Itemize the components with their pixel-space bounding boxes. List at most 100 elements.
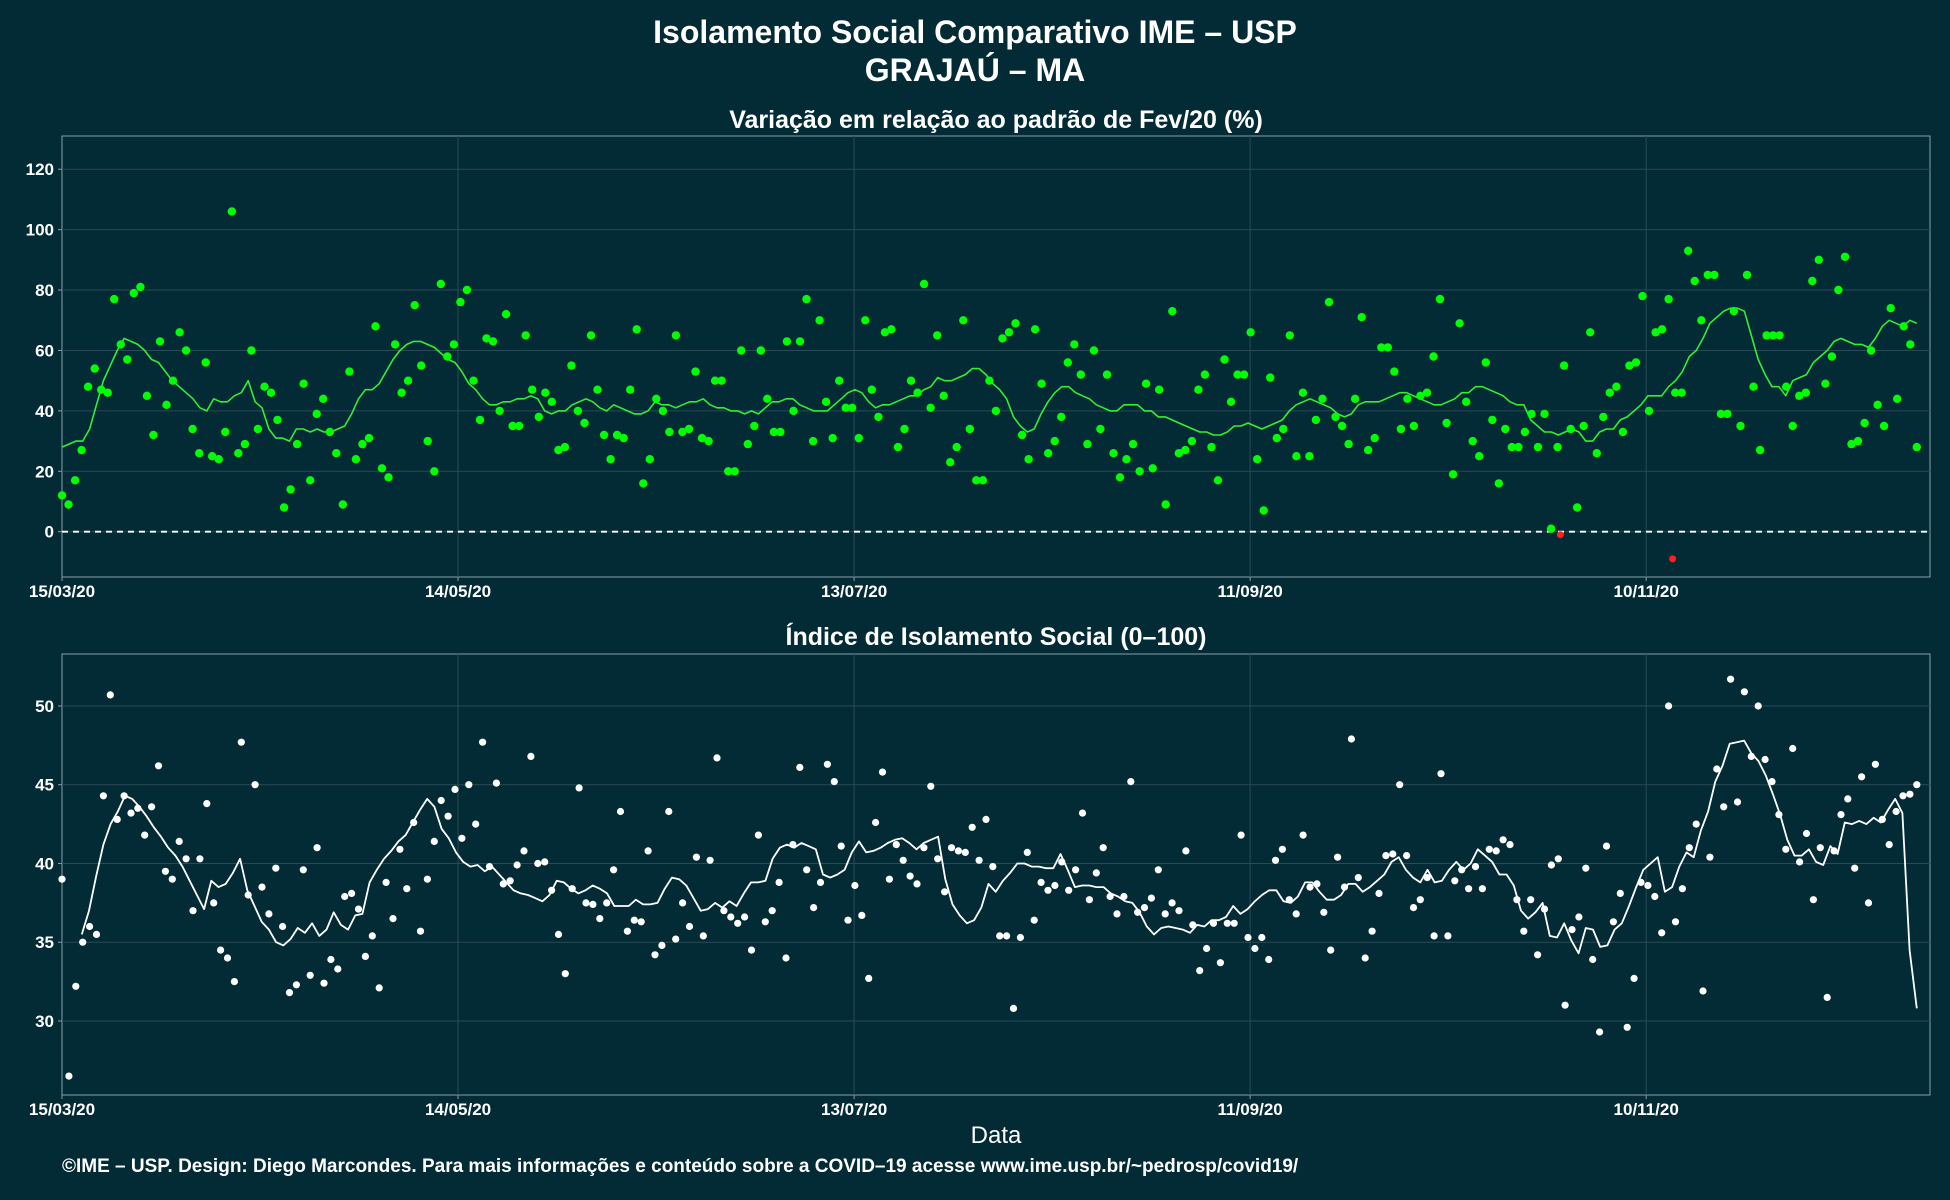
index-data-point (1568, 926, 1576, 934)
index-data-point (1782, 845, 1790, 853)
variation-data-point (1181, 445, 1190, 455)
variation-data-point (704, 436, 713, 446)
variation-data-point (384, 473, 393, 482)
index-data-point (1072, 866, 1080, 874)
variation-data-point (1370, 433, 1379, 443)
index-data-point (65, 1072, 73, 1080)
index-data-point (458, 834, 466, 842)
variation-data-point (1161, 500, 1170, 509)
variation-data-point (965, 424, 974, 434)
index-data-point (1023, 848, 1031, 857)
variation-data-point (1174, 449, 1184, 458)
index-data-point (348, 889, 356, 898)
index-data-point (1368, 927, 1376, 935)
index-data-point (1251, 944, 1259, 953)
variation-data-point (913, 388, 922, 397)
index-data-point (1809, 896, 1817, 904)
variation-data-point (1239, 370, 1249, 379)
variation-data-point (1605, 388, 1615, 397)
variation-panel: Variação em relação ao padrão de Fev/20 … (26, 106, 1931, 601)
variation-data-point (789, 406, 798, 416)
variation-data-point (991, 406, 1001, 416)
variation-data-point (1200, 370, 1210, 379)
variation-data-point (972, 476, 981, 485)
variation-data-point (1690, 276, 1699, 286)
variation-data-point (665, 427, 674, 437)
variation-data-point (1481, 358, 1491, 367)
index-data-point (1189, 921, 1197, 929)
variation-data-point (606, 455, 615, 464)
index-data-point (927, 782, 935, 790)
index-data-point (727, 913, 735, 921)
variation-data-point (162, 400, 171, 409)
index-data-point (196, 855, 204, 863)
index-data-point (154, 762, 163, 770)
variation-data-point (1599, 412, 1608, 422)
index-data-point (389, 915, 397, 923)
variation-data-point (534, 412, 543, 422)
index-x-tick-label: 10/11/20 (1614, 1100, 1679, 1119)
index-data-point (423, 875, 431, 883)
variation-data-point (554, 445, 563, 455)
variation-data-point (1253, 455, 1262, 464)
index-data-point (1906, 790, 1914, 798)
index-data-point (237, 738, 245, 746)
variation-data-point (462, 285, 472, 295)
variation-data-point (1083, 439, 1092, 449)
variation-data-point (1879, 421, 1889, 431)
variation-data-point (658, 406, 668, 416)
index-data-point (1596, 1028, 1604, 1036)
index-data-point (430, 837, 438, 846)
variation-data-point (240, 439, 250, 449)
index-data-point (713, 754, 721, 762)
index-data-point (1092, 869, 1100, 877)
variation-data-point (1115, 473, 1125, 482)
variation-data-point (1285, 331, 1295, 340)
variation-data-point (1475, 452, 1484, 461)
variation-data-point (1899, 322, 1908, 331)
variation-data-point (691, 367, 700, 376)
variation-data-point (769, 427, 779, 437)
index-data-point (1899, 792, 1907, 800)
variation-data-point (1893, 394, 1902, 403)
variation-data-point (626, 385, 635, 394)
variation-data-point (1801, 388, 1811, 397)
variation-data-point (214, 455, 223, 464)
index-data-point (941, 888, 949, 896)
index-data-point (637, 918, 645, 926)
index-data-point (203, 800, 211, 808)
index-data-point (217, 946, 225, 954)
variation-data-point (1749, 382, 1758, 391)
index-data-point (327, 955, 335, 964)
variation-data-point (423, 436, 432, 446)
variation-data-point (874, 412, 883, 422)
index-data-point (934, 855, 942, 863)
index-moving-average-line (80, 739, 1918, 1009)
variation-data-point (1847, 439, 1856, 449)
variation-data-point (1429, 352, 1438, 361)
index-data-point (1265, 955, 1273, 964)
main-subtitle: GRAJAÚ – MA (864, 52, 1086, 88)
index-data-point (396, 845, 404, 853)
index-data-point (706, 856, 714, 864)
index-data-point (1685, 844, 1693, 852)
index-data-point (251, 781, 259, 789)
variation-data-point (1788, 421, 1797, 431)
variation-data-point (821, 397, 831, 406)
variation-data-point (1559, 361, 1569, 370)
index-data-point (741, 913, 749, 921)
variation-data-point (815, 316, 824, 325)
variation-data-point (364, 433, 374, 443)
index-data-point (575, 784, 583, 792)
variation-data-point (1566, 424, 1575, 434)
variation-data-point (1866, 346, 1876, 355)
index-data-point (899, 856, 907, 864)
variation-data-point (456, 297, 465, 307)
variation-data-point (1821, 379, 1830, 388)
variation-data-point (521, 331, 530, 340)
index-data-point (1465, 885, 1473, 893)
variation-data-point (1501, 424, 1510, 434)
index-y-tick-label: 50 (35, 697, 54, 716)
variation-data-point (1462, 397, 1471, 406)
index-data-point (106, 691, 114, 699)
